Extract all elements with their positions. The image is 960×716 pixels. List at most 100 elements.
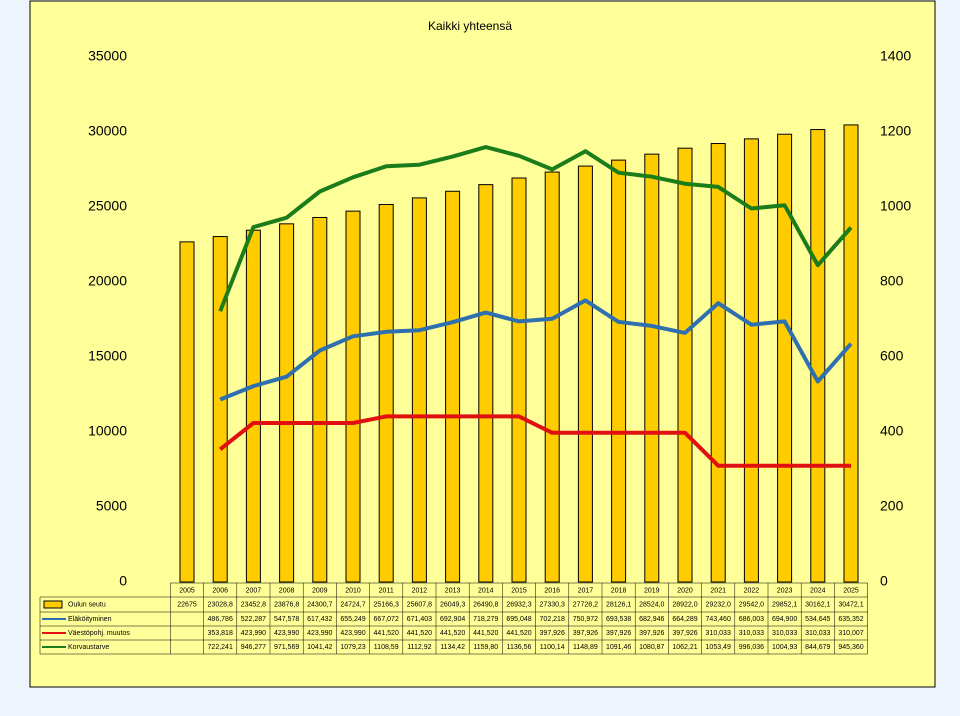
- bar: [810, 129, 826, 583]
- bar: [644, 153, 660, 583]
- y-tick-label: 15000: [88, 348, 127, 364]
- y-tick-label: 0: [119, 573, 127, 589]
- x-tick-label: 2011: [379, 587, 394, 594]
- table-value: 29232,0: [706, 601, 731, 608]
- table-value: 24724,7: [340, 601, 365, 608]
- table-value: 635,352: [838, 616, 863, 623]
- y2-tick-label: 400: [880, 423, 904, 439]
- table-value: 27728,2: [573, 601, 598, 608]
- bar: [279, 223, 295, 583]
- table-value: 1136,56: [507, 644, 532, 651]
- table-value: 694,900: [772, 616, 797, 623]
- table-value: 310,033: [739, 630, 764, 637]
- y2-tick-label: 0: [880, 573, 888, 589]
- y-tick-label: 30000: [88, 123, 127, 139]
- table-value: 28922,0: [672, 601, 697, 608]
- bar: [743, 138, 759, 583]
- table-value: 310,033: [805, 630, 830, 637]
- y2-tick-label: 1000: [880, 198, 911, 214]
- bar: [511, 177, 527, 583]
- table-value: 946,277: [241, 644, 266, 651]
- x-tick-label: 2013: [445, 587, 461, 594]
- bar: [843, 124, 859, 583]
- table-value: 692,904: [440, 616, 465, 623]
- table-value: 1080,87: [639, 644, 664, 651]
- table-value: 1108,59: [374, 644, 399, 651]
- table-value: 693,538: [606, 616, 631, 623]
- bar: [777, 133, 793, 583]
- table-value: 423,990: [241, 630, 266, 637]
- table-value: 441,520: [374, 630, 399, 637]
- legend-label: Korvaustarve: [68, 644, 109, 651]
- table-value: 486,786: [208, 616, 233, 623]
- table-value: 22675: [177, 601, 197, 608]
- table-value: 945,360: [838, 644, 863, 651]
- x-tick-label: 2022: [744, 587, 760, 594]
- table-value: 671,403: [407, 616, 432, 623]
- table-value: 310,007: [838, 630, 863, 637]
- x-tick-label: 2014: [478, 587, 494, 594]
- table-value: 28524,0: [639, 601, 664, 608]
- x-tick-label: 2023: [777, 587, 793, 594]
- y2-tick-label: 1400: [880, 48, 911, 64]
- table-value: 522,287: [241, 616, 266, 623]
- table-value: 23876,8: [274, 601, 299, 608]
- table-value: 423,990: [307, 630, 332, 637]
- x-tick-label: 2025: [843, 587, 859, 594]
- table-value: 695,048: [506, 616, 531, 623]
- table-value: 547,578: [274, 616, 299, 623]
- table-value: 1148,89: [573, 644, 598, 651]
- bar: [677, 147, 693, 583]
- table-value: 1091,46: [606, 644, 631, 651]
- x-tick-label: 2019: [644, 587, 660, 594]
- table-value: 23028,8: [208, 601, 233, 608]
- table-value: 30472,1: [838, 601, 863, 608]
- table-value: 24300,7: [307, 601, 332, 608]
- table-value: 397,926: [672, 630, 697, 637]
- table-value: 441,520: [473, 630, 498, 637]
- table-value: 423,990: [274, 630, 299, 637]
- table-value: 397,926: [639, 630, 664, 637]
- bar: [212, 236, 228, 583]
- table-value: 996,036: [739, 644, 764, 651]
- bar: [179, 241, 195, 583]
- line-series: [218, 414, 851, 468]
- bar: [445, 190, 461, 583]
- table-value: 682,946: [639, 616, 664, 623]
- table-value: 722,241: [208, 644, 233, 651]
- table-value: 27330,3: [540, 601, 565, 608]
- y2-tick-label: 800: [880, 273, 904, 289]
- table-value: 28126,1: [606, 601, 631, 608]
- x-tick-label: 2020: [677, 587, 693, 594]
- table-value: 667,072: [374, 616, 399, 623]
- table-value: 25607,8: [407, 601, 432, 608]
- table-value: 29542,0: [739, 601, 764, 608]
- bar: [312, 216, 328, 583]
- table-value: 423,990: [340, 630, 365, 637]
- x-tick-label: 2018: [611, 587, 627, 594]
- table-value: 310,033: [706, 630, 731, 637]
- x-tick-label: 2006: [212, 587, 228, 594]
- legend-label: Oulun seutu: [68, 601, 106, 608]
- bar: [710, 143, 726, 583]
- table-value: 1112,92: [407, 644, 431, 651]
- x-tick-label: 2017: [578, 587, 594, 594]
- bar: [411, 197, 427, 583]
- legend-label: Eläköityminen: [68, 616, 112, 623]
- x-tick-label: 2021: [710, 587, 726, 594]
- table-value: 310,033: [772, 630, 797, 637]
- y-tick-label: 35000: [88, 48, 127, 64]
- table-value: 441,520: [440, 630, 465, 637]
- y-tick-label: 10000: [88, 423, 127, 439]
- line-series: [218, 145, 853, 312]
- table-value: 1053,49: [706, 644, 731, 651]
- y2-tick-label: 1200: [880, 123, 911, 139]
- y-tick-label: 20000: [88, 273, 127, 289]
- bar: [478, 184, 494, 583]
- table-value: 353,818: [208, 630, 233, 637]
- table-value: 1159,80: [473, 644, 498, 651]
- bar: [378, 204, 394, 583]
- table-value: 1100,14: [540, 644, 565, 651]
- x-tick-label: 2015: [511, 587, 527, 594]
